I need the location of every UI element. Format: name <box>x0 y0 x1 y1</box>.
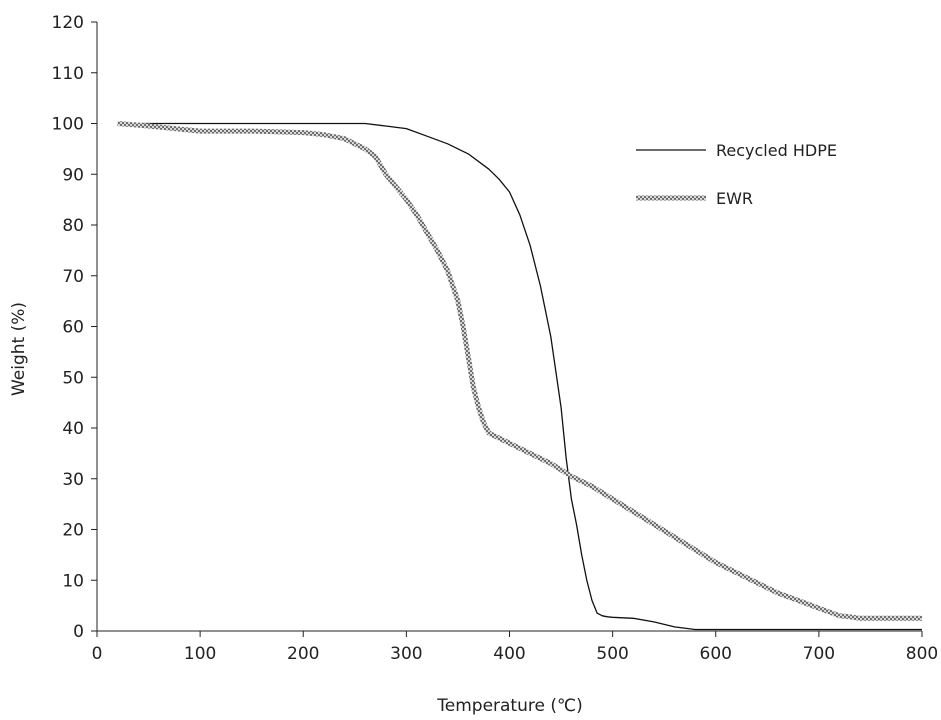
series-line-recycled-hdpe <box>117 122 922 631</box>
y-axis-title: Weight (%) <box>9 302 29 396</box>
x-tick-label: 700 <box>803 644 835 664</box>
x-tick-label: 200 <box>287 644 319 664</box>
y-tick-label: 40 <box>62 419 84 439</box>
series-layer <box>117 121 922 631</box>
x-tick-label: 100 <box>184 644 216 664</box>
series-line-ewr <box>117 121 922 621</box>
y-tick-label: 20 <box>62 521 84 541</box>
x-tick-label: 300 <box>390 644 422 664</box>
y-tick-label: 60 <box>62 318 84 338</box>
y-tick-label: 50 <box>62 368 84 388</box>
y-tick-label: 30 <box>62 470 84 490</box>
x-tick-label: 400 <box>493 644 525 664</box>
x-tick-label: 800 <box>906 644 938 664</box>
legend: Recycled HDPE EWR <box>636 141 837 208</box>
x-tick-label: 0 <box>92 644 103 664</box>
legend-label-ewr: EWR <box>716 189 753 208</box>
axes <box>96 22 922 632</box>
y-tick-label: 120 <box>52 13 84 33</box>
y-tick-label: 80 <box>62 216 84 236</box>
x-tick-label: 500 <box>596 644 628 664</box>
x-axis-title: Temperature (℃) <box>436 696 582 716</box>
y-tick-label: 90 <box>62 165 84 185</box>
y-tick-label: 10 <box>62 571 84 591</box>
y-tick-label: 110 <box>52 64 84 84</box>
y-tick-label: 70 <box>62 267 84 287</box>
legend-label-recycled-hdpe: Recycled HDPE <box>716 141 837 160</box>
axis-ticks: 0 10 20 30 40 50 60 70 80 90 100 110 120 0 100 200 300 40… <box>52 13 939 664</box>
x-tick-label: 600 <box>700 644 732 664</box>
y-tick-label: 100 <box>52 115 84 135</box>
y-tick-label: 0 <box>73 622 84 642</box>
